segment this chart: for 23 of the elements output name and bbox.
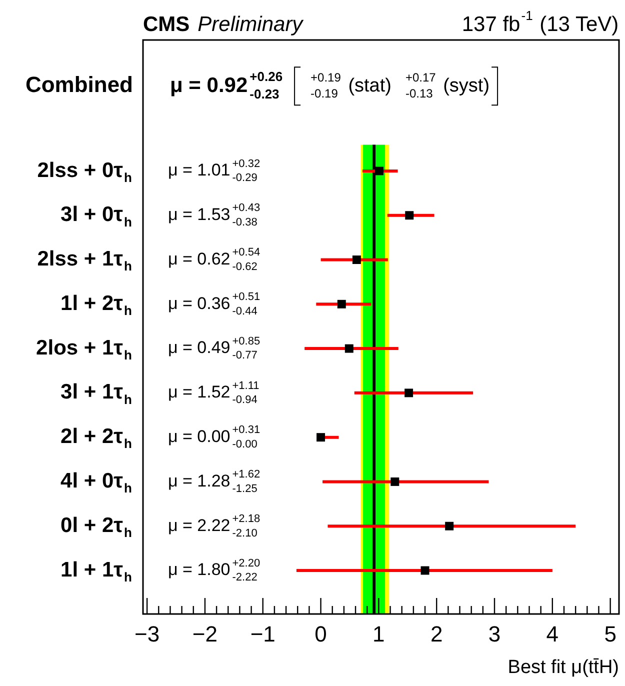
point <box>344 344 354 353</box>
x-tick-label: −2 <box>192 621 218 646</box>
point <box>405 211 414 220</box>
x-tick-label: −1 <box>250 621 276 646</box>
x-axis-title: Best fit μ(tt̄H) <box>508 657 620 678</box>
x-tick-label: 2 <box>430 621 443 646</box>
text: Combined <box>25 72 134 98</box>
point <box>390 477 400 486</box>
point <box>375 166 384 176</box>
point <box>352 256 361 264</box>
point <box>445 522 454 530</box>
x-tick-label: 0 <box>314 621 327 646</box>
x-tick-label: 3 <box>488 621 501 646</box>
x-tick-label: 5 <box>604 621 616 646</box>
x-tick-label: −3 <box>134 621 160 646</box>
point <box>404 388 414 398</box>
x-tick-label: 1 <box>372 621 385 646</box>
point <box>420 566 430 575</box>
point <box>337 300 346 308</box>
x-tick-label: 4 <box>546 621 559 646</box>
chart-title: CMS <box>143 12 190 36</box>
point <box>316 433 326 442</box>
chart-subtitle: Preliminary <box>198 12 304 36</box>
